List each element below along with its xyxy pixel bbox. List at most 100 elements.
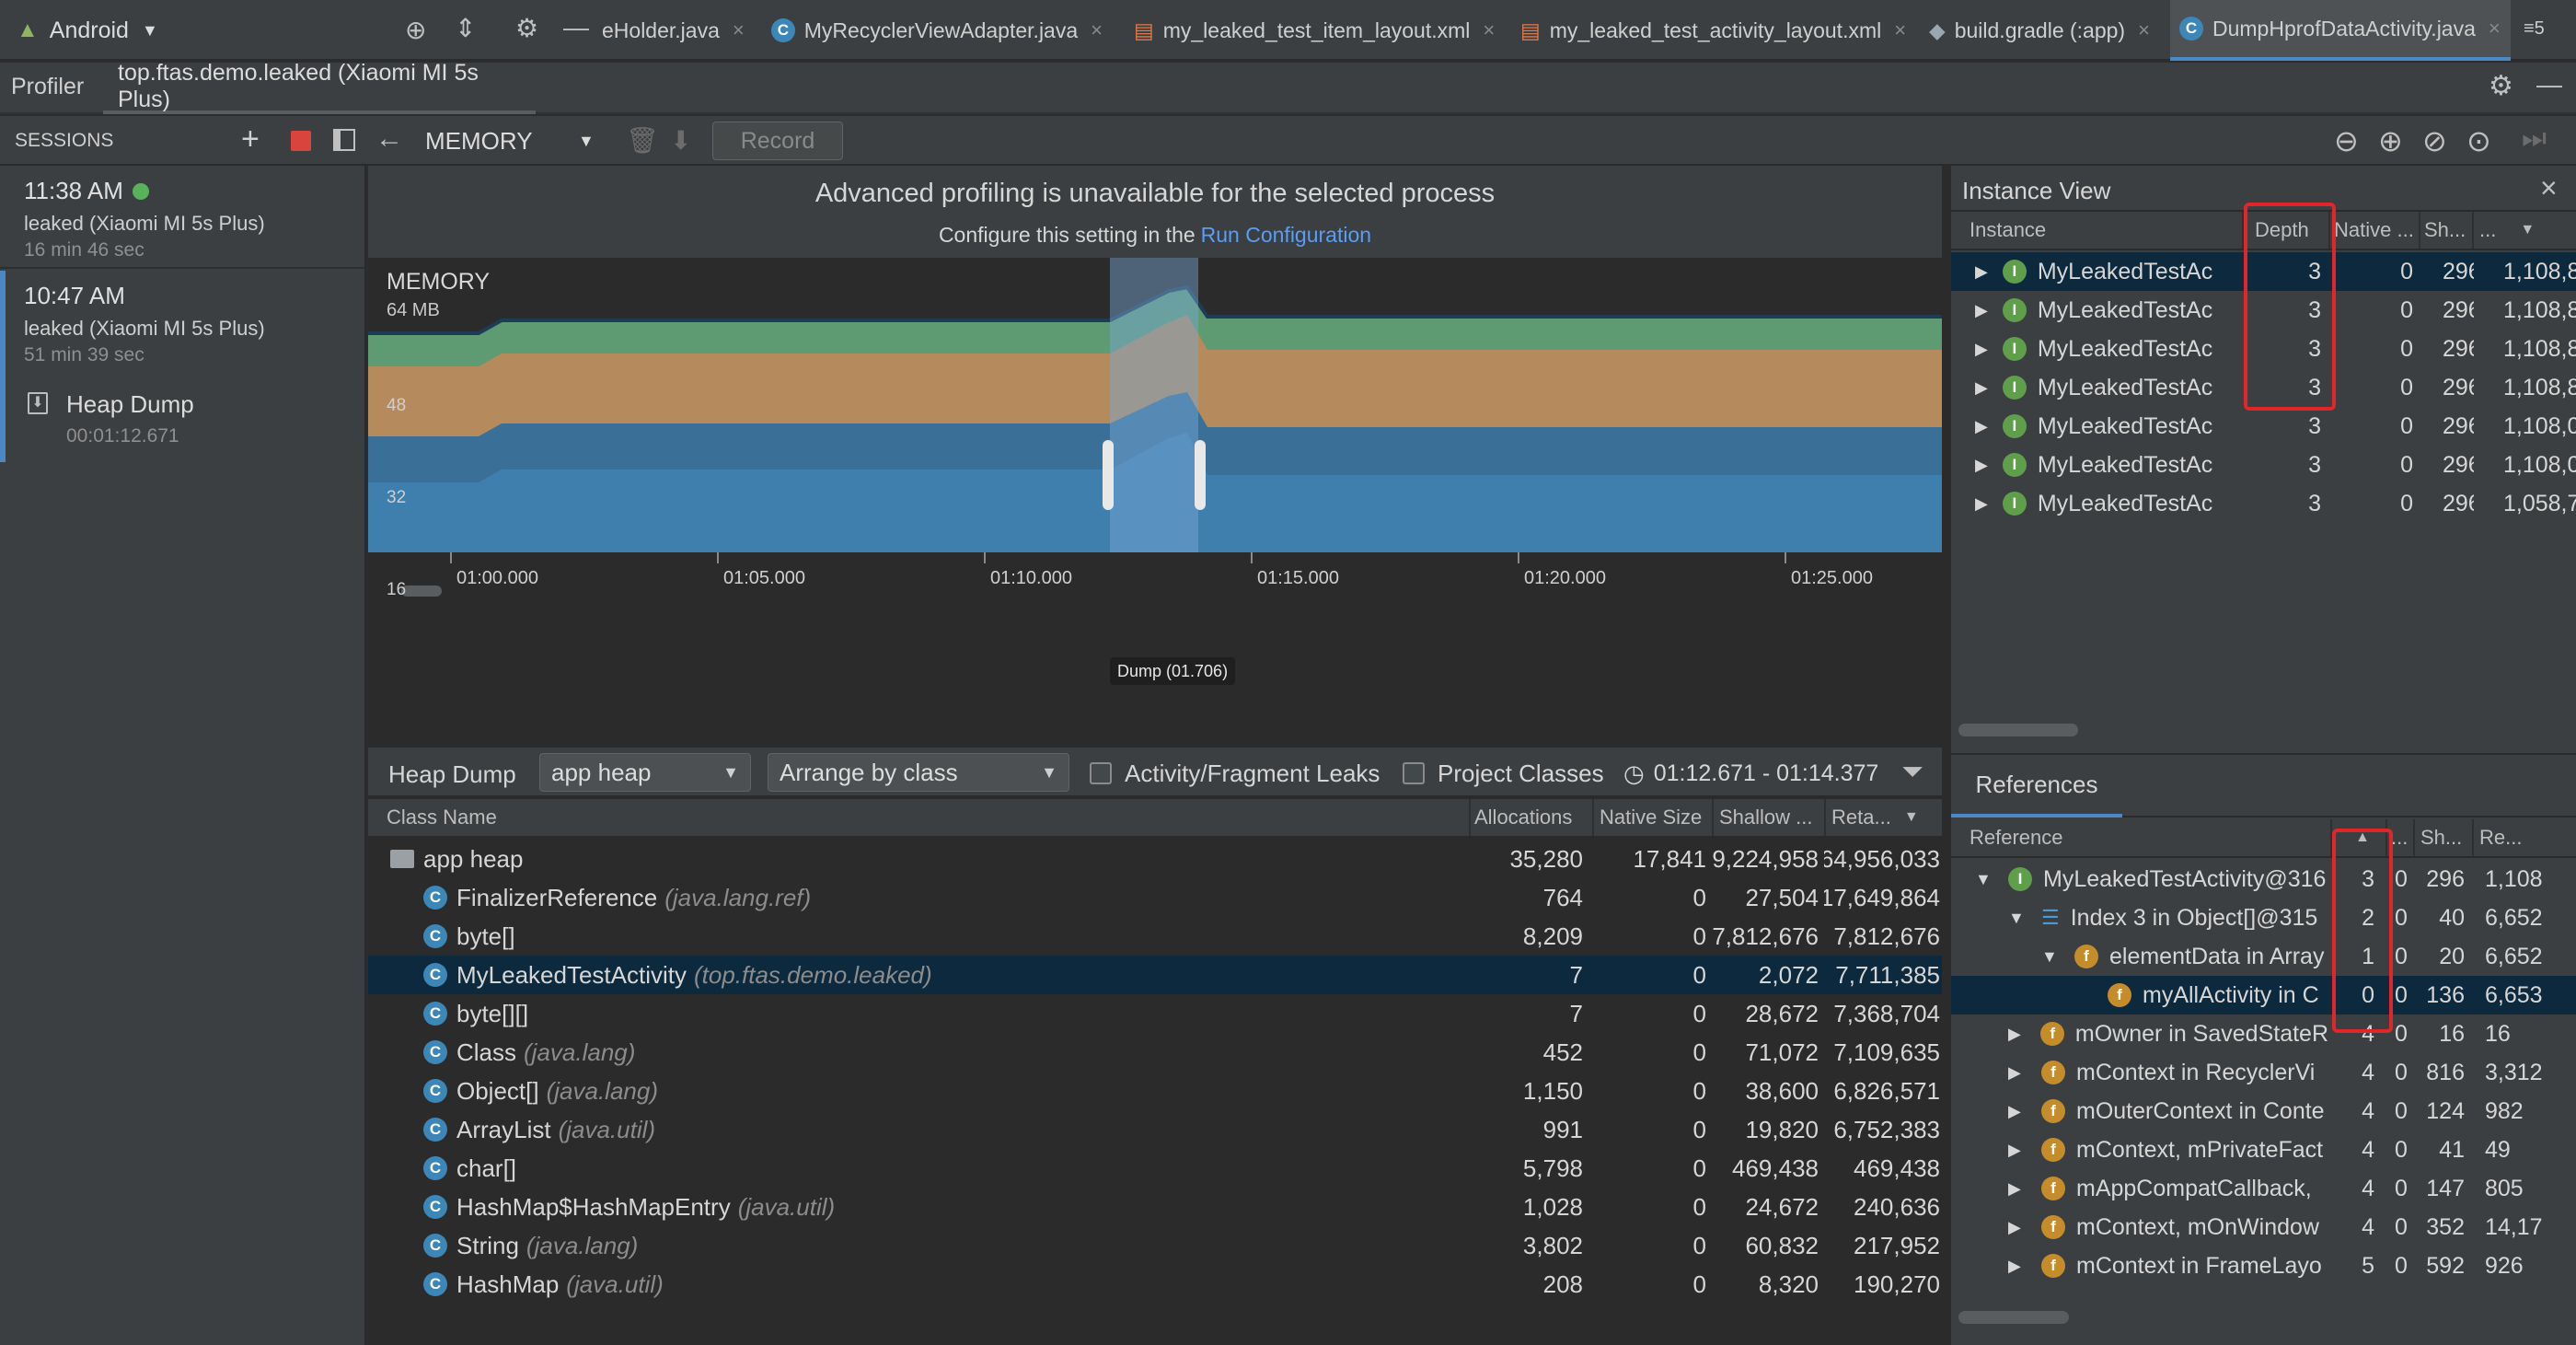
session-item[interactable]: 10:47 AM leaked (Xiaomi MI 5s Plus) 51 m… — [0, 271, 364, 381]
tab-dump-hprof[interactable]: C DumpHprofDataActivity.java × — [2170, 0, 2511, 61]
project-selector[interactable]: ▲ Android ▼ — [17, 0, 158, 61]
table-row[interactable]: C Object[] (java.lang) 1,150 0 38,600 6,826,57… — [368, 1072, 1942, 1110]
table-row[interactable]: C MyLeakedTestActivity (top.ftas.demo.leak… — [368, 956, 1942, 994]
expand-icon[interactable]: ▶ — [1975, 339, 1988, 358]
add-session-icon[interactable]: + — [241, 122, 260, 157]
reference-row[interactable]: ▶ f mContext in RecyclerVi 4 0 816 3,312 — [1951, 1053, 2576, 1092]
stop-session-icon[interactable] — [291, 131, 311, 151]
minimize-icon[interactable]: — — [2536, 70, 2562, 99]
expand-icon[interactable]: ▶ — [2008, 1178, 2021, 1198]
instance-row[interactable]: ▶ I MyLeakedTestAc 3 0 296 1,058,7 — [1951, 484, 2576, 523]
memory-chart[interactable]: 01:00.000 01:05.000 01:10.000 01:15.000 01:2… — [368, 258, 1942, 685]
col-allocations[interactable]: Allocations — [1474, 799, 1583, 836]
col-shallow[interactable]: Sh... — [2420, 819, 2466, 856]
col-class-name[interactable]: Class Name — [387, 799, 902, 836]
reset-zoom-icon[interactable]: ⊘ — [2422, 124, 2447, 157]
instance-row[interactable]: ▶ I MyLeakedTestAc 3 0 296 1,108,0 — [1951, 407, 2576, 446]
reference-row[interactable]: ▶ f mContext, mOnWindow 4 0 352 14,17 — [1951, 1208, 2576, 1246]
trash-icon[interactable]: 🗑 — [626, 126, 659, 155]
gear-icon[interactable]: ⚙ — [2489, 71, 2513, 101]
zoom-in-icon[interactable]: ⊕ — [2378, 124, 2403, 157]
expand-icon[interactable]: ▼ — [2008, 908, 2025, 927]
instance-row[interactable]: ▶ I MyLeakedTestAc 3 0 296 1,108,0 — [1951, 446, 2576, 484]
run-configuration-link[interactable]: Run Configuration — [1200, 223, 1372, 247]
expand-icon[interactable]: ▶ — [1975, 416, 1988, 435]
tab-item-layout[interactable]: ▤ my_leaked_test_item_layout.xml × — [1125, 0, 1511, 61]
close-icon[interactable]: × — [732, 18, 745, 41]
checkbox-box[interactable] — [1403, 762, 1425, 784]
tab-references[interactable]: References — [1951, 755, 2122, 817]
arrange-select[interactable]: Arrange by class ▼ — [768, 753, 1069, 792]
col-retained[interactable]: Reta... ▼ — [1831, 799, 1940, 836]
instance-row[interactable]: ▶ I MyLeakedTestAc 3 0 296 1,108,8 — [1951, 368, 2576, 407]
col-instance[interactable]: Instance — [1970, 212, 2154, 249]
expand-icon[interactable]: ▶ — [1975, 493, 1988, 513]
table-row[interactable]: C String (java.lang) 3,802 0 60,832 217,952 — [368, 1226, 1942, 1265]
col-native-size[interactable]: Native Size — [1600, 799, 1708, 836]
tab-adapter[interactable]: C MyRecyclerViewAdapter.java × — [762, 0, 1103, 61]
checkbox-box[interactable] — [1090, 762, 1112, 784]
zoom-out-icon[interactable]: ⊖ — [2334, 124, 2359, 157]
tab-overflow-button[interactable]: ≡5 — [2524, 18, 2545, 39]
reference-row[interactable]: ▶ f mOwner in SavedStateR 4 0 16 16 — [1951, 1015, 2576, 1053]
col-reference[interactable]: Reference — [1970, 819, 2154, 856]
close-icon[interactable]: × — [1091, 18, 1103, 41]
expand-icon[interactable]: ▶ — [2008, 1101, 2021, 1120]
expand-icon[interactable]: ▶ — [1975, 455, 1988, 474]
heap-dump-artifact[interactable]: ⬇ Heap Dump 00:01:12.671 — [0, 381, 364, 462]
instance-row[interactable]: ▶ I MyLeakedTestAc 3 0 296 1,108,8 — [1951, 252, 2576, 291]
col-retained[interactable]: ... ▼ — [2479, 212, 2571, 249]
references-scrollbar[interactable] — [1958, 1311, 2069, 1324]
col-depth[interactable]: Depth — [2255, 212, 2319, 249]
back-arrow-icon[interactable]: ← — [375, 123, 403, 154]
table-row[interactable]: C ArrayList (java.util) 991 0 19,820 6,752,383 — [368, 1110, 1942, 1149]
reference-row[interactable]: ▶ f mOuterContext in Conte 4 0 124 982 — [1951, 1092, 2576, 1130]
expand-icon[interactable]: ▶ — [2008, 1062, 2021, 1082]
close-icon[interactable]: × — [1483, 18, 1496, 41]
col-depth[interactable]: ▲ — [2347, 819, 2378, 856]
collapse-icon[interactable]: ⇕ — [455, 14, 477, 42]
expand-icon[interactable]: ▶ — [2008, 1024, 2021, 1043]
process-tab[interactable]: top.ftas.demo.leaked (Xiaomi MI 5s Plus) — [103, 60, 536, 114]
table-row[interactable]: C FinalizerReference (java.lang.ref) 764 0 27… — [368, 878, 1942, 917]
instance-row[interactable]: ▶ I MyLeakedTestAc 3 0 296 1,108,8 — [1951, 291, 2576, 330]
col-shallow[interactable]: Sh... — [2424, 212, 2470, 249]
expand-icon[interactable]: ▶ — [1975, 377, 1988, 397]
session-item[interactable]: 11:38 AM leaked (Xiaomi MI 5s Plus) 16 m… — [0, 166, 364, 269]
gear-icon[interactable]: ⚙ — [515, 14, 539, 42]
target-icon[interactable]: ⊕ — [405, 16, 427, 44]
reference-row[interactable]: ▶ f mContext in FrameLayo 5 0 592 926 — [1951, 1246, 2576, 1285]
tab-activity-layout[interactable]: ▤ my_leaked_test_activity_layout.xml × — [1511, 0, 1916, 61]
expand-icon[interactable]: ▶ — [2008, 1217, 2021, 1236]
tab-build-gradle[interactable]: ◆ build.gradle (:app) × — [1920, 0, 2168, 61]
reference-row[interactable]: ▶ f mAppCompatCallback, 4 0 147 805 — [1951, 1169, 2576, 1208]
instance-row[interactable]: ▶ I MyLeakedTestAc 3 0 296 1,108,8 — [1951, 330, 2576, 368]
heap-select[interactable]: app heap ▼ — [539, 753, 751, 792]
expand-icon[interactable]: ▶ — [1975, 300, 1988, 319]
expand-icon[interactable]: ▶ — [2008, 1256, 2021, 1275]
expand-icon[interactable]: ▼ — [1975, 869, 1992, 888]
pause-icon[interactable]: ⊙ — [2466, 124, 2491, 157]
project-classes-checkbox[interactable]: Project Classes — [1403, 748, 1604, 799]
minimize-icon[interactable]: — — [563, 13, 589, 41]
reference-row[interactable]: ▼ f elementData in Array 1 0 20 6,652 — [1951, 937, 2576, 976]
reference-row[interactable]: ▼ ☰ Index 3 in Object[]@315 2 0 40 6,652 — [1951, 899, 2576, 937]
reference-row[interactable]: f myAllActivity in C 0 0 136 6,653 — [1951, 976, 2576, 1015]
col-retained[interactable]: Re... — [2479, 819, 2571, 856]
memory-dropdown[interactable]: MEMORY ▼ — [425, 116, 609, 166]
col-shallow[interactable]: Shallow ... — [1719, 799, 1820, 836]
close-icon[interactable]: × — [2540, 171, 2558, 204]
col-native[interactable]: Native ... — [2334, 212, 2415, 249]
leaks-checkbox[interactable]: Activity/Fragment Leaks — [1090, 748, 1380, 799]
table-row[interactable]: app heap 35,280 17,841 9,224,958 64,956,… — [368, 840, 1942, 878]
go-live-icon[interactable]: ⏭ — [2522, 123, 2547, 154]
record-button[interactable]: Record — [712, 122, 843, 160]
close-icon[interactable]: × — [2138, 18, 2150, 41]
instance-scrollbar[interactable] — [1958, 724, 2078, 736]
table-row[interactable]: C Class (java.lang) 452 0 71,072 7,109,635 — [368, 1033, 1942, 1072]
collapse-panel-icon[interactable] — [333, 129, 355, 151]
reference-row[interactable]: ▶ f mContext, mPrivateFact 4 0 41 49 — [1951, 1130, 2576, 1169]
